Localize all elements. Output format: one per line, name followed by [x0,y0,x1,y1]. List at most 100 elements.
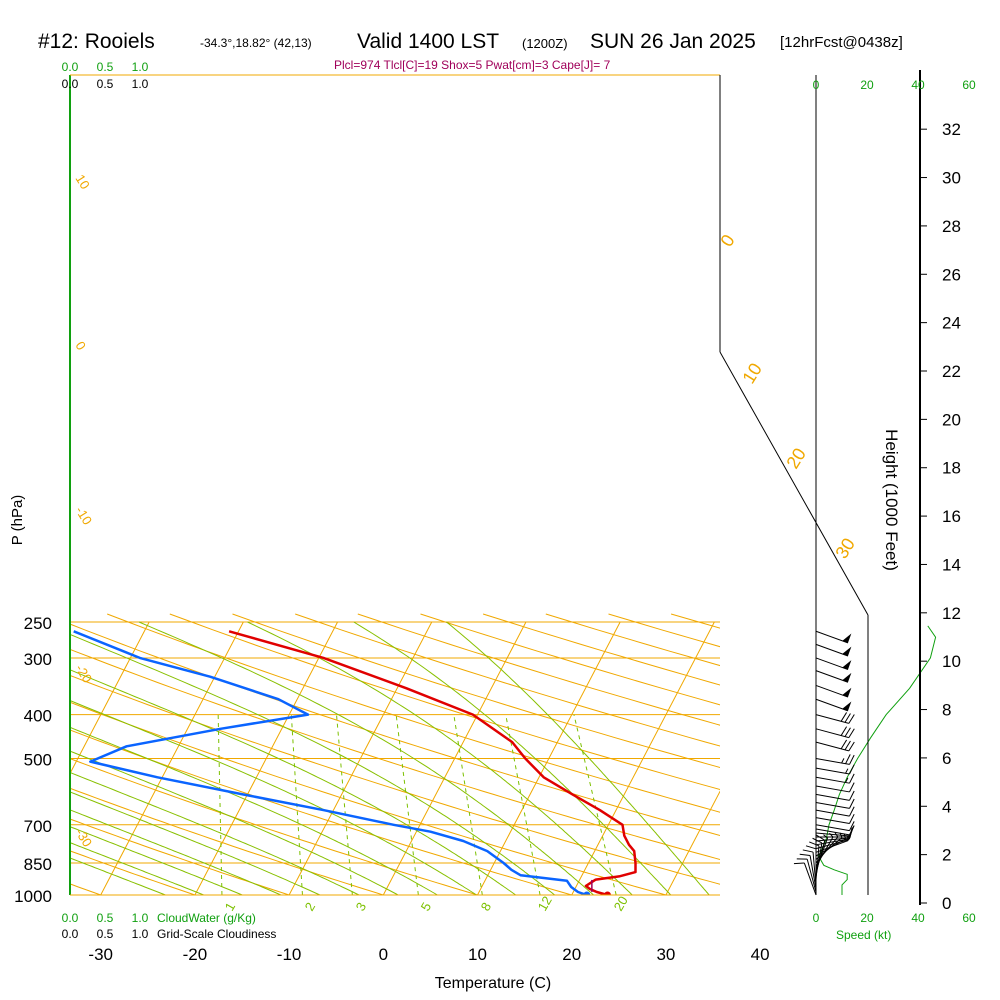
barb-staff [815,801,850,809]
dry-adiabat [70,818,291,895]
height-tick: 22 [942,362,961,381]
moist-adiabat [70,857,167,895]
speed-tick-top: 40 [911,78,925,92]
barb-staff [815,698,849,712]
height-tick: 28 [942,217,961,236]
dewpoint-line [73,630,588,895]
mixing-ratio-line [336,714,353,895]
isotherm-label: 20 [782,445,810,473]
speed-tick-bottom: 60 [962,911,976,925]
barb-staff [815,793,850,801]
barb-full [840,712,848,722]
dry-adiabat [357,613,720,726]
wind-barb [815,726,855,739]
barb-staff [815,817,850,825]
dry-adiabat [859,614,1000,905]
barb-half [845,777,849,783]
dry-adiabat [169,613,720,791]
isotherm-line [477,621,621,895]
height-tick: 32 [942,120,961,139]
moist-adiabat [70,791,322,895]
barb-staff [806,859,817,893]
wind-barb [796,858,817,893]
height-tick: 20 [942,410,961,429]
surface-dewpoint-marker [583,891,591,895]
wind-barb [815,773,855,784]
cloudiness-tick-top: 0.5 [97,77,114,91]
cloudwater-tick-top: 0.0 [62,60,79,74]
wind-barb [815,798,855,809]
pressure-tick: 300 [24,650,52,669]
pressure-tick: 500 [24,751,52,770]
speed-tick-bottom: 0 [813,911,820,925]
cloud-scale-top: 0.0 0.5 1.0 0.0 0.5 1.0 [62,60,149,91]
height-tick: 16 [942,507,961,526]
wind-barbs [793,630,855,896]
dry-adiabat [232,613,720,769]
barb-staff [815,767,850,775]
temperature-tick: 20 [562,945,581,964]
dry-adiabat [70,758,480,895]
moist-adiabat [70,669,517,895]
wind-barb [815,821,855,832]
right-panel [818,625,937,895]
pressure-tick: 850 [24,855,52,874]
plot-diagonal-edge [719,351,869,616]
wind-barb [793,862,817,896]
temperature-tick: -10 [277,945,302,964]
pressure-tick: 700 [24,817,52,836]
barb-staff [815,630,849,644]
barb-flag [842,672,852,683]
temperature-tick: -30 [88,945,113,964]
wind-barb [815,630,852,644]
cloud-scale-bottom: 0.0 0.5 1.0 0.0 0.5 1.0 [62,911,149,941]
speed-tick-top: 0 [813,78,820,92]
barb-staff [815,824,850,832]
dry-adiabat [295,613,720,747]
isotherm-line [760,622,903,895]
wind-barb [815,643,852,657]
wind-barb [815,684,852,698]
height-tick: 24 [942,314,961,333]
isotherm-label: 10 [738,360,766,388]
temperature-tick: 10 [468,945,487,964]
barb-full [849,798,855,809]
dry-adiabat [70,674,720,885]
isotherm-line [854,622,997,895]
barb-full [840,739,848,750]
axes [69,70,921,905]
temperature-tick: 40 [751,945,770,964]
pressure-tick: 400 [24,707,52,726]
speed-tick-bottom: 40 [911,911,925,925]
dry-adiabat [107,613,720,813]
height-tick: 0 [942,894,951,913]
temperature-tick: -20 [183,945,208,964]
mixing-ratio-line [217,714,223,895]
height-tick: 6 [942,749,951,768]
barb-full [844,727,851,737]
barb-flag [842,660,852,670]
sounding-profiles [73,630,637,895]
barb-half [845,768,849,774]
temperature-tick: 30 [656,945,675,964]
height-tick: 10 [942,652,961,671]
barb-full [849,764,855,775]
barb-full [849,790,855,801]
barb-full [805,845,817,850]
isotherm-line [70,621,150,775]
barb-staff [815,670,849,683]
barb-staff [815,776,850,784]
speed-scale-top: 0 20 40 60 [813,78,976,92]
dry-adiabat [796,614,1000,905]
height-tick: 18 [942,459,961,478]
mixing-ratio-label: 2 [302,900,319,914]
wind-barb [815,790,855,801]
station-title: #12: Rooiels [38,30,155,53]
moist-adiabat [70,771,361,895]
barb-flag [842,701,852,711]
cloudwater-label: CloudWater (g/Kg) [157,911,256,925]
wind-barb [815,806,855,817]
dry-adiabat [70,729,574,895]
speed-scale-bottom: 0 20 40 60 [813,911,976,925]
